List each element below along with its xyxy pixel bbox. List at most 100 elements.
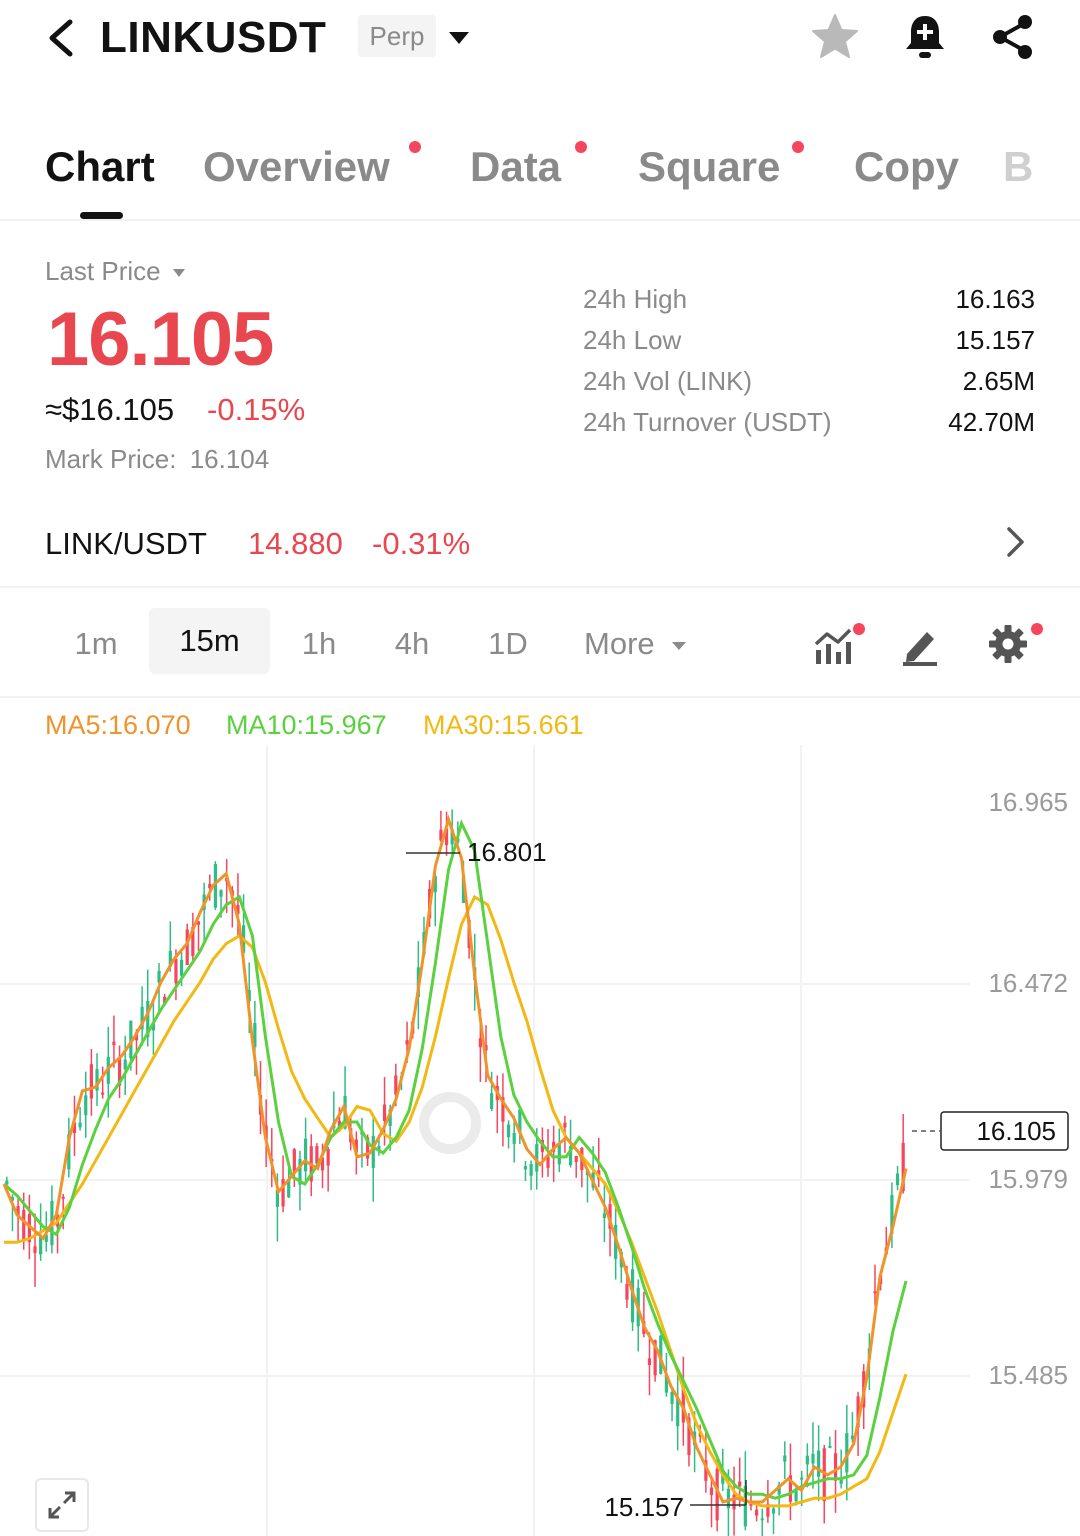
candle-body — [123, 1059, 127, 1070]
candle-body — [518, 1109, 522, 1132]
last-price-label[interactable]: Last Price — [45, 256, 186, 287]
y-tick-label: 16.965 — [988, 787, 1068, 817]
candle-body — [676, 1397, 680, 1427]
candle-body — [174, 959, 178, 984]
candle-body — [292, 1149, 296, 1174]
watermark-logo — [419, 1092, 481, 1154]
stat-label: 24h Vol (LINK) — [583, 366, 753, 396]
candle-body — [749, 1503, 753, 1506]
candle-body — [44, 1234, 48, 1242]
candle-body — [478, 1038, 482, 1048]
candle-body — [529, 1164, 533, 1176]
interval-1d[interactable]: 1D — [488, 626, 528, 661]
candle-body — [681, 1387, 685, 1423]
candle-body — [777, 1484, 781, 1495]
chevron-down-icon[interactable] — [448, 30, 470, 46]
interval-1h[interactable]: 1h — [301, 626, 337, 661]
candle-body — [168, 950, 172, 967]
ma5-legend: MA5:16.070 — [45, 710, 191, 740]
candle-body — [213, 864, 218, 908]
candle-body — [281, 1179, 285, 1207]
candle-body — [39, 1236, 43, 1255]
tab-data[interactable]: Data — [470, 143, 562, 190]
chevron-right-icon[interactable] — [1004, 526, 1028, 558]
stat-value: 16.163 — [955, 284, 1035, 314]
share-icon[interactable] — [988, 12, 1038, 62]
star-icon[interactable] — [810, 12, 860, 62]
candle-body — [320, 1157, 325, 1171]
candle-body — [84, 1095, 88, 1116]
spot-pair-price: 14.880 — [248, 526, 343, 561]
tab-b[interactable]: B — [1003, 143, 1034, 190]
stat-value: 42.70M — [948, 407, 1035, 437]
candle-body — [755, 1509, 759, 1516]
settings-icon[interactable] — [985, 620, 1035, 668]
candle-body — [5, 1180, 9, 1185]
candle-body — [805, 1455, 809, 1465]
candle-body — [377, 1146, 381, 1151]
candle-body — [732, 1494, 736, 1510]
mark-price-value: 16.104 — [189, 444, 270, 474]
candle-body — [236, 904, 240, 914]
candle-body — [371, 1136, 375, 1169]
candle-body — [208, 883, 212, 889]
indicator-icon[interactable] — [812, 620, 862, 668]
symbol-title[interactable]: LINKUSDT — [100, 13, 327, 62]
candle-body — [726, 1488, 731, 1509]
tab-square[interactable]: Square — [638, 143, 781, 190]
interval-15m[interactable]: 15m — [149, 608, 270, 674]
candle-body — [890, 1194, 894, 1234]
candle-body — [129, 1020, 133, 1059]
candle-body — [444, 828, 449, 846]
candle-body — [771, 1508, 776, 1514]
candle-body — [185, 929, 189, 966]
tab-overview[interactable]: Overview — [203, 143, 390, 190]
candle-body — [704, 1460, 708, 1481]
caret-down-icon — [172, 269, 185, 278]
candle-body — [817, 1450, 821, 1477]
mark-price: Mark Price: 16.104 — [45, 444, 269, 475]
divider — [0, 696, 1080, 698]
candle-body — [659, 1335, 663, 1374]
candlestick-chart[interactable]: 16.965 16.472 15.979 15.485 16.801 15.15… — [0, 745, 1080, 1536]
candle-body — [811, 1453, 815, 1464]
candle-body — [709, 1487, 714, 1496]
back-arrow-icon[interactable] — [44, 16, 80, 60]
notification-dot — [575, 141, 587, 153]
candle-body — [67, 1134, 71, 1170]
candle-body — [523, 1166, 528, 1170]
candle-body — [743, 1485, 747, 1527]
candle-body — [501, 1097, 505, 1122]
candle-body — [484, 1045, 488, 1051]
candle-body — [287, 1179, 291, 1198]
candle-body — [253, 1023, 257, 1048]
tab-copy[interactable]: Copy — [854, 143, 959, 190]
candle-body — [405, 1040, 409, 1045]
interval-4h[interactable]: 4h — [394, 626, 430, 661]
interval-more[interactable]: More — [584, 620, 704, 668]
stat-label: 24h Low — [583, 325, 682, 355]
candle-body — [219, 890, 223, 897]
candle-body — [783, 1455, 787, 1462]
candle-body — [721, 1475, 725, 1484]
notification-dot — [792, 141, 804, 153]
draw-icon[interactable] — [897, 620, 947, 668]
candle-body — [850, 1435, 855, 1440]
candle-body — [506, 1124, 511, 1138]
candle-body — [512, 1133, 516, 1144]
usd-equivalent: ≈$16.105 — [45, 392, 175, 427]
candle-body — [715, 1468, 719, 1521]
tab-chart[interactable]: Chart — [45, 143, 155, 190]
candle-body — [433, 875, 437, 893]
candle-body — [117, 1056, 122, 1086]
y-tick-label: 16.472 — [988, 968, 1068, 998]
bell-icon[interactable] — [900, 12, 950, 62]
interval-1m[interactable]: 1m — [74, 626, 118, 661]
last-price-tag — [940, 1111, 1069, 1151]
candle-body — [687, 1417, 691, 1456]
ma30-line — [4, 894, 908, 1508]
candle-body — [196, 921, 201, 925]
fullscreen-button[interactable] — [35, 1478, 89, 1532]
spot-pair-label: LINK/USDT — [45, 526, 207, 561]
candle-body — [22, 1210, 26, 1242]
